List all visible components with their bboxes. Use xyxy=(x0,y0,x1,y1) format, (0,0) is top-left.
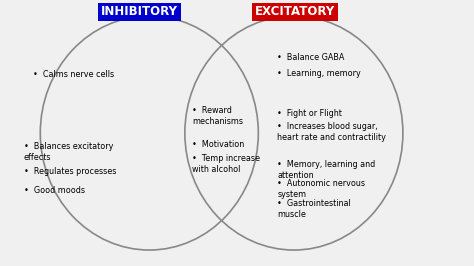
Text: INHIBITORY: INHIBITORY xyxy=(101,6,178,18)
Text: EXCITATORY: EXCITATORY xyxy=(255,6,335,18)
Text: •  Memory, learning and
attention: • Memory, learning and attention xyxy=(277,160,375,180)
Text: •  Balances excitatory
effects: • Balances excitatory effects xyxy=(24,142,113,162)
Text: •  Reward
mechanisms: • Reward mechanisms xyxy=(192,106,243,126)
Text: •  Balance GABA: • Balance GABA xyxy=(277,53,345,62)
Text: •  Calms nerve cells: • Calms nerve cells xyxy=(33,70,114,79)
Text: •  Regulates processes: • Regulates processes xyxy=(24,167,116,176)
Text: •  Temp increase
with alcohol: • Temp increase with alcohol xyxy=(192,153,260,174)
Text: •  Motivation: • Motivation xyxy=(192,140,244,149)
Text: •  Good moods: • Good moods xyxy=(24,186,85,195)
Text: •  Fight or Flight: • Fight or Flight xyxy=(277,109,342,118)
Text: •  Learning, memory: • Learning, memory xyxy=(277,69,361,78)
Text: •  Increases blood sugar,
heart rate and contractility: • Increases blood sugar, heart rate and … xyxy=(277,122,386,142)
Text: •  Autonomic nervous
system: • Autonomic nervous system xyxy=(277,179,365,199)
Text: •  Gastrointestinal
muscle: • Gastrointestinal muscle xyxy=(277,199,351,219)
